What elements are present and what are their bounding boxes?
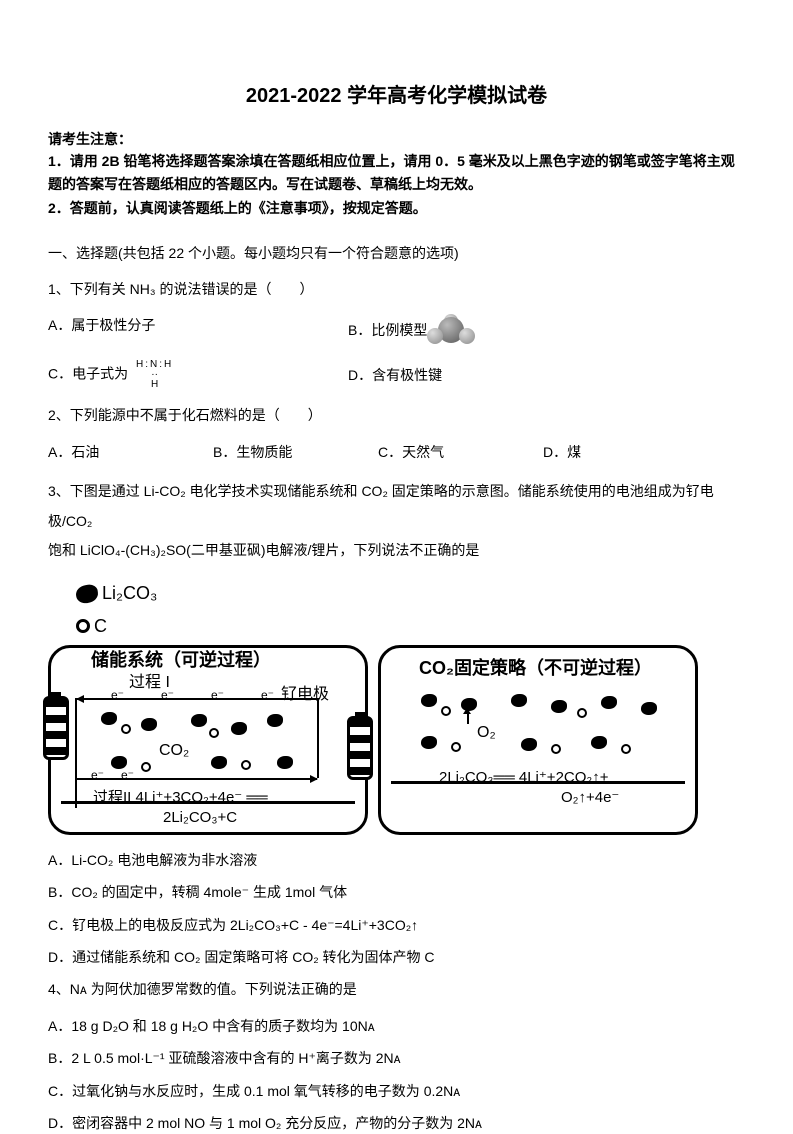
q1-opt-a: A．属于极性分子 — [48, 314, 348, 346]
e-label-3: e⁻ — [211, 686, 224, 705]
circle-icon — [76, 619, 90, 633]
q1-opt-b: B．比例模型 — [348, 314, 548, 346]
q4-opt-b: B．2 L 0.5 mol·L⁻¹ 亚硫酸溶液中含有的 H⁺离子数为 2Nᴀ — [48, 1047, 745, 1069]
notice-heading: 请考生注意： — [48, 128, 745, 150]
right-panel: CO₂固定策略（不可逆过程） O₂ 2Li₂CO₃══ 4Li⁺+2CO₂↑+ … — [378, 645, 698, 835]
right-o2-label: O₂ — [477, 720, 496, 746]
q3-opt-b: B．CO₂ 的固定中，转稠 4mole⁻ 生成 1mol 气体 — [48, 881, 745, 903]
electron-formula-icon: H:N:H ·· H — [136, 360, 173, 390]
blob-icon — [75, 583, 99, 604]
q2-opt-b: B．生物质能 — [213, 441, 378, 463]
battery-right-icon — [347, 716, 373, 780]
q4-opt-d: D．密闭容器中 2 mol NO 与 1 mol O₂ 充分反应，产物的分子数为… — [48, 1112, 745, 1134]
e-label-1: e⁻ — [111, 686, 124, 705]
q1-opt-d: D．含有极性键 — [348, 360, 548, 390]
left-co2-label: CO₂ — [159, 738, 189, 764]
battery-left-icon — [43, 696, 69, 760]
q1-opt-c: C．电子式为 H:N:H ·· H — [48, 360, 348, 390]
molecule-model-icon — [427, 314, 475, 346]
q2-options: A．石油 B．生物质能 C．天然气 D．煤 — [48, 441, 745, 463]
right-panel-title: CO₂固定策略（不可逆过程） — [419, 654, 652, 683]
q3-stem-line1: 3、下图是通过 Li-CO₂ 电化学技术实现储能系统和 CO₂ 固定策略的示意图… — [48, 477, 745, 536]
e-label-2: e⁻ — [161, 686, 174, 705]
q1-opt-c-prefix: C．电子式为 — [48, 366, 128, 382]
q2-opt-c: C．天然气 — [378, 441, 543, 463]
q2-opt-d: D．煤 — [543, 441, 708, 463]
notice-line-2: 2．答题前，认真阅读答题纸上的《注意事项》，按规定答题。 — [48, 197, 745, 219]
q4-opt-c: C．过氧化钠与水反应时，生成 0.1 mol 氧气转移的电子数为 0.2Nᴀ — [48, 1080, 745, 1102]
q3-opt-c: C．钌电极上的电极反应式为 2Li₂CO₃+C - 4e⁻=4Li⁺+3CO₂↑ — [48, 914, 745, 936]
diagram-panels: 储能系统（可逆过程） 过程 I 钌电极 e⁻ e⁻ e⁻ e⁻ CO₂ — [48, 645, 745, 835]
left-panel: 储能系统（可逆过程） 过程 I 钌电极 e⁻ e⁻ e⁻ e⁻ CO₂ — [48, 645, 368, 835]
page-title: 2021-2022 学年高考化学模拟试卷 — [48, 80, 745, 112]
vline-right — [317, 698, 319, 778]
q2-stem: 2、下列能源中不属于化石燃料的是（ ） — [48, 404, 745, 426]
q2-opt-a: A．石油 — [48, 441, 213, 463]
q1-row2: C．电子式为 H:N:H ·· H D．含有极性键 — [48, 360, 745, 390]
q1-row1: A．属于极性分子 B．比例模型 — [48, 314, 745, 346]
q3-diagram: Li₂CO₃ C 储能系统（可逆过程） 过程 I 钌电极 e⁻ e⁻ e⁻ e⁻ — [48, 579, 745, 835]
process-2-eq-b: 2Li₂CO₃+C — [163, 806, 237, 830]
ru-electrode-label: 钌电极 — [281, 682, 329, 708]
legend-c-label: C — [94, 612, 107, 641]
q3-stem: 3、下图是通过 Li-CO₂ 电化学技术实现储能系统和 CO₂ 固定策略的示意图… — [48, 477, 745, 565]
q4-stem: 4、Nᴀ 为阿伏加德罗常数的值。下列说法正确的是 — [48, 978, 745, 1000]
q4-opt-a: A．18 g D₂O 和 18 g H₂O 中含有的质子数均为 10Nᴀ — [48, 1015, 745, 1037]
q3-opt-d: D．通过储能系统和 CO₂ 固定策略可将 CO₂ 转化为固体产物 C — [48, 946, 745, 968]
arrow-bottom — [77, 778, 317, 780]
legend-c: C — [76, 612, 745, 641]
e-label-4: e⁻ — [261, 686, 274, 705]
q3-stem-line2: 饱和 LiClO₄-(CH₃)₂SO(二甲基亚砜)电解液/锂片，下列说法不正确的… — [48, 536, 745, 565]
right-eq-b: O₂↑+4e⁻ — [561, 786, 619, 810]
q3-opt-a: A．Li-CO₂ 电池电解液为非水溶液 — [48, 849, 745, 871]
legend-li2co3-label: Li₂CO₃ — [102, 579, 157, 608]
section-1-heading: 一、选择题(共包括 22 个小题。每小题均只有一个符合题意的选项) — [48, 242, 745, 264]
vline-left — [75, 698, 77, 808]
legend-li2co3: Li₂CO₃ — [76, 579, 745, 608]
q1-stem: 1、下列有关 NH₃ 的说法错误的是（ ） — [48, 278, 745, 300]
q1-opt-b-label: B．比例模型 — [348, 319, 427, 341]
left-panel-title: 储能系统（可逆过程） — [91, 646, 271, 675]
notice-line-1: 1．请用 2B 铅笔将选择题答案涂填在答题纸相应位置上，请用 0．5 毫米及以上… — [48, 150, 745, 195]
